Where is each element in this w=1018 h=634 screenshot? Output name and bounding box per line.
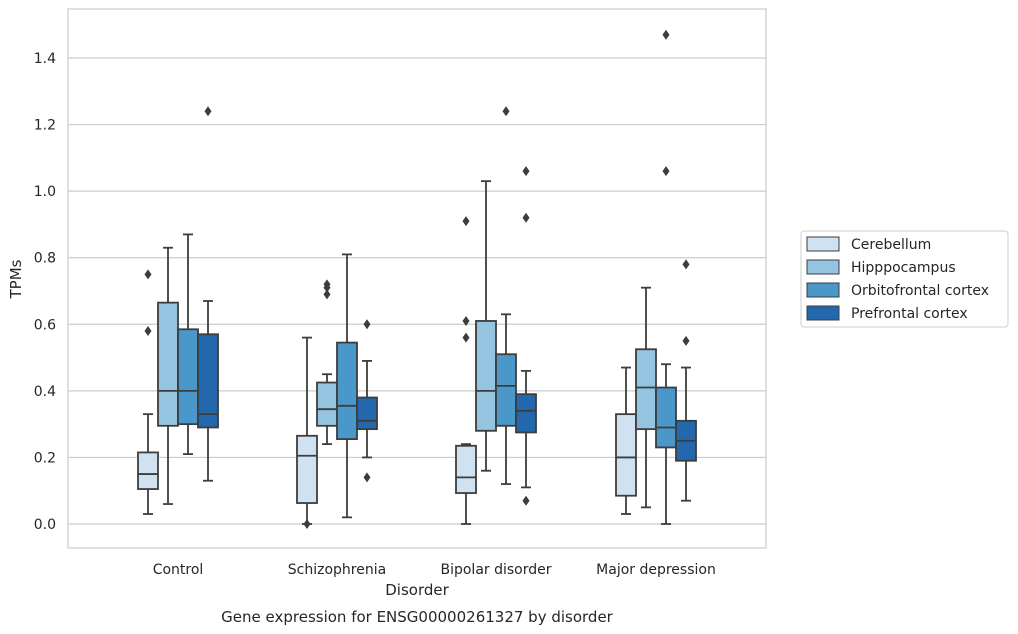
outlier-point — [303, 519, 311, 529]
box-series — [137, 29, 697, 529]
y-tick-label: 0.6 — [34, 317, 56, 333]
box — [177, 328, 199, 426]
box-plot — [675, 259, 697, 502]
y-tick-label: 0.8 — [34, 251, 56, 267]
outlier-point — [144, 269, 152, 280]
box — [515, 393, 537, 434]
x-tick-labels: Control Schizophrenia Bipolar disorder Majo… — [153, 562, 716, 578]
outlier-point — [662, 29, 670, 40]
box-plot — [515, 166, 537, 506]
legend: Cerebellum Hipppocampus Orbitofrontal cort… — [800, 230, 1009, 328]
legend-item: Orbitofrontal cortex — [806, 282, 989, 299]
box-plot — [296, 336, 318, 529]
outlier-point — [682, 335, 690, 346]
legend-label: Hipppocampus — [851, 260, 956, 276]
outlier-point — [323, 289, 331, 300]
figure-caption: Gene expression for ENSG00000261327 by d… — [221, 608, 614, 626]
outlier-point — [522, 166, 530, 177]
series-hipppocampus — [157, 180, 657, 509]
outlier-point — [462, 332, 470, 343]
box-plot — [455, 216, 477, 525]
legend-item: Hipppocampus — [806, 259, 956, 276]
y-axis-label: TPMs — [7, 259, 25, 299]
box-plot — [137, 269, 159, 515]
y-tick-label: 1.2 — [34, 118, 56, 134]
series-prefrontal-cortex — [197, 106, 697, 506]
y-tick-label: 0.0 — [34, 517, 56, 533]
box-plot — [655, 29, 677, 525]
legend-label: Orbitofrontal cortex — [851, 283, 989, 299]
legend-swatch — [806, 305, 840, 321]
x-tick-label: Bipolar disorder — [440, 562, 551, 578]
box — [356, 396, 378, 431]
box-plot — [356, 319, 378, 483]
box-plot — [615, 366, 637, 515]
box — [336, 341, 358, 441]
box — [296, 434, 318, 504]
x-axis-label: Disorder — [385, 581, 449, 599]
outlier-point — [462, 315, 470, 326]
y-tick-label: 1.4 — [34, 51, 56, 67]
box — [197, 333, 219, 429]
box-plot — [336, 253, 358, 519]
outlier-point — [462, 216, 470, 227]
box — [316, 381, 338, 427]
y-tick-label: 0.4 — [34, 384, 56, 400]
outlier-point — [323, 279, 331, 290]
x-tick-label: Major depression — [596, 562, 716, 578]
box — [455, 444, 477, 494]
outlier-point — [682, 259, 690, 270]
series-orbitofrontal-cortex — [177, 29, 677, 525]
box-plot — [177, 233, 199, 456]
legend-swatch — [806, 282, 840, 298]
y-tick-labels: 0.0 0.2 0.4 0.6 0.8 1.0 1.2 1.4 — [34, 51, 56, 533]
box-plot — [635, 286, 657, 509]
plot-area-background — [68, 9, 766, 548]
legend-frame — [800, 230, 1009, 328]
outlier-point — [662, 166, 670, 177]
legend-label: Cerebellum — [851, 237, 931, 253]
legend-item: Prefrontal cortex — [806, 305, 968, 322]
y-tick-label: 0.2 — [34, 450, 56, 466]
box — [635, 348, 657, 431]
box — [475, 320, 497, 432]
y-tick-label: 1.0 — [34, 184, 56, 200]
x-tick-label: Schizophrenia — [288, 562, 386, 578]
legend-label: Prefrontal cortex — [851, 306, 968, 322]
box — [157, 301, 179, 427]
outlier-point — [144, 325, 152, 336]
x-tick-label: Control — [153, 562, 204, 578]
box-plot — [495, 106, 517, 485]
outlier-point — [522, 212, 530, 223]
box — [655, 386, 677, 449]
legend-swatch — [806, 236, 840, 252]
box — [137, 451, 159, 490]
outlier-point — [522, 495, 530, 506]
outlier-point — [363, 472, 371, 483]
outlier-point — [204, 106, 212, 117]
box — [615, 413, 637, 497]
box — [495, 353, 517, 427]
plot-frame — [67, 8, 767, 549]
legend-swatch — [806, 259, 840, 275]
outlier-point — [363, 319, 371, 330]
legend-item: Cerebellum — [806, 236, 931, 253]
outlier-point — [502, 106, 510, 117]
box-plot — [197, 106, 219, 482]
series-cerebellum — [137, 216, 637, 529]
